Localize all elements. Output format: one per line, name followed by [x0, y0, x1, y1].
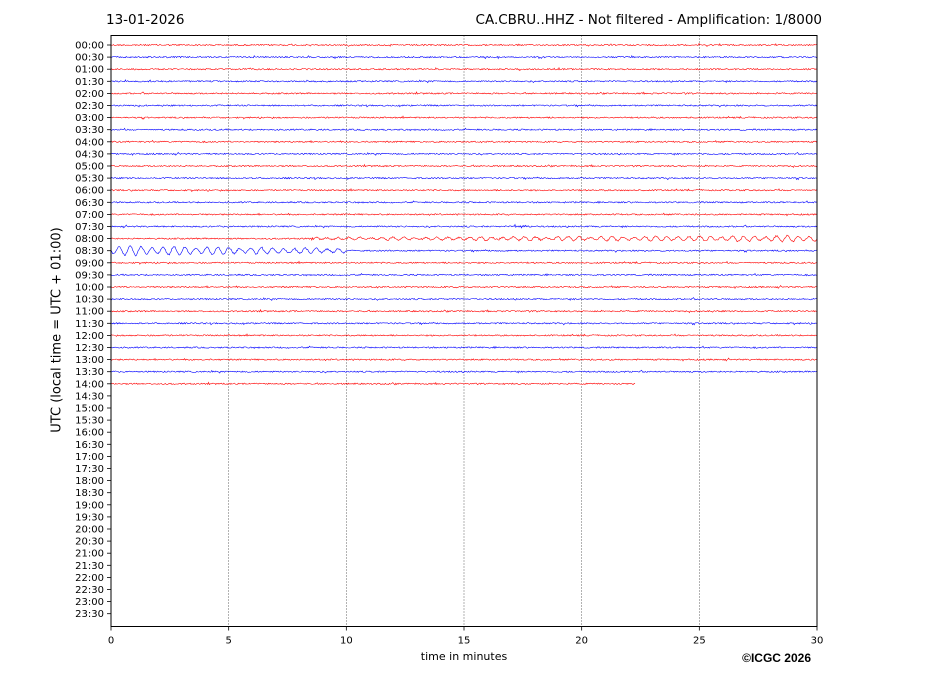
y-tick-label: 14:00 — [75, 379, 104, 390]
trace-1200 — [110, 333, 817, 337]
trace-0130 — [110, 79, 817, 84]
y-tick-label: 17:00 — [75, 452, 104, 463]
trace-0300 — [110, 115, 817, 120]
trace-0400 — [110, 139, 817, 144]
y-tick-label: 02:00 — [75, 89, 104, 100]
y-tick-label: 16:30 — [75, 440, 104, 451]
y-axis-label: UTC (local time = UTC + 01:00) — [49, 227, 65, 433]
trace-1000 — [110, 284, 817, 289]
y-tick-label: 07:00 — [75, 210, 104, 221]
y-tick-label: 04:30 — [75, 149, 104, 160]
trace-0430 — [110, 151, 817, 156]
x-tick-label: 15 — [458, 636, 471, 647]
y-tick-label: 18:30 — [75, 488, 104, 499]
y-tick-label: 12:30 — [75, 343, 104, 354]
x-tick-label: 10 — [340, 636, 353, 647]
trace-1300 — [110, 357, 817, 362]
y-tick-label: 06:00 — [75, 186, 104, 197]
trace-0030 — [110, 55, 817, 60]
y-tick-label: 21:00 — [75, 549, 104, 560]
trace-0100 — [110, 66, 817, 72]
y-tick-label: 02:30 — [75, 101, 104, 112]
y-tick-label: 15:00 — [75, 404, 104, 415]
x-tick-label: 20 — [575, 636, 588, 647]
trace-0330 — [110, 127, 817, 132]
trace-0800 — [110, 234, 817, 243]
y-tick-label: 09:30 — [75, 270, 104, 281]
trace-1330 — [110, 369, 817, 374]
trace-1030 — [110, 297, 817, 302]
trace-1130 — [110, 321, 817, 326]
x-tick-label: 0 — [108, 636, 114, 647]
y-tick-label: 10:00 — [75, 283, 104, 294]
y-tick-label: 13:00 — [75, 355, 104, 366]
y-tick-label: 08:00 — [75, 234, 104, 245]
y-tick-label: 20:30 — [75, 537, 104, 548]
y-tick-label: 11:00 — [75, 307, 104, 318]
x-tick-label: 30 — [811, 636, 824, 647]
trace-0600 — [110, 188, 817, 193]
trace-1400 — [110, 381, 636, 386]
y-tick-label: 03:30 — [75, 125, 104, 136]
y-tick-label: 01:00 — [75, 65, 104, 76]
plot-date: 13-01-2026 — [106, 12, 185, 28]
y-tick-label: 19:30 — [75, 512, 104, 523]
y-tick-label: 09:00 — [75, 258, 104, 269]
y-tick-label: 14:30 — [75, 391, 104, 402]
y-tick-label: 22:30 — [75, 585, 104, 596]
y-tick-label: 05:00 — [75, 162, 104, 173]
y-tick-label: 08:30 — [75, 246, 104, 257]
plot-title: CA.CBRU..HHZ - Not filtered - Amplificat… — [475, 12, 822, 28]
y-tick-label: 23:00 — [75, 597, 104, 608]
trace-0500 — [110, 163, 817, 169]
trace-0200 — [110, 91, 817, 95]
y-tick-label: 10:30 — [75, 295, 104, 306]
y-tick-label: 05:30 — [75, 174, 104, 185]
y-tick-label: 11:30 — [75, 319, 104, 330]
y-tick-label: 19:00 — [75, 500, 104, 511]
y-tick-label: 00:00 — [75, 41, 104, 52]
y-tick-label: 04:00 — [75, 137, 104, 148]
x-axis-label: time in minutes — [420, 650, 508, 663]
trace-0000 — [110, 42, 817, 47]
y-axis: 00:0000:3001:0001:3002:0002:3003:0003:30… — [75, 41, 111, 620]
trace-1100 — [110, 308, 817, 314]
y-tick-label: 22:00 — [75, 573, 104, 584]
copyright-text: ©ICGC 2026 — [742, 651, 811, 665]
trace-0830 — [110, 245, 817, 257]
x-tick-label: 5 — [225, 636, 231, 647]
y-tick-label: 20:00 — [75, 525, 104, 536]
y-tick-label: 07:30 — [75, 222, 104, 233]
trace-0700 — [110, 212, 817, 217]
y-tick-label: 15:30 — [75, 416, 104, 427]
y-tick-label: 23:30 — [75, 609, 104, 620]
y-tick-label: 17:30 — [75, 464, 104, 475]
y-tick-label: 12:00 — [75, 331, 104, 342]
y-tick-label: 00:30 — [75, 53, 104, 64]
y-tick-label: 16:00 — [75, 428, 104, 439]
trace-0930 — [110, 272, 817, 277]
plot-frame — [110, 35, 818, 627]
grid-lines — [228, 35, 700, 627]
trace-1230 — [110, 345, 817, 350]
y-tick-label: 18:00 — [75, 476, 104, 487]
y-tick-label: 21:30 — [75, 561, 104, 572]
x-axis: 0 5 10 15 20 25 30 — [108, 626, 824, 647]
trace-0230 — [110, 104, 817, 108]
trace-0630 — [110, 200, 817, 204]
y-tick-label: 06:30 — [75, 198, 104, 209]
trace-0530 — [110, 176, 817, 181]
trace-0900 — [110, 260, 817, 265]
traces — [110, 42, 817, 386]
y-tick-label: 13:30 — [75, 367, 104, 378]
y-tick-label: 03:00 — [75, 113, 104, 124]
x-tick-label: 25 — [693, 636, 706, 647]
trace-0730 — [111, 223, 817, 229]
y-tick-label: 01:30 — [75, 77, 104, 88]
